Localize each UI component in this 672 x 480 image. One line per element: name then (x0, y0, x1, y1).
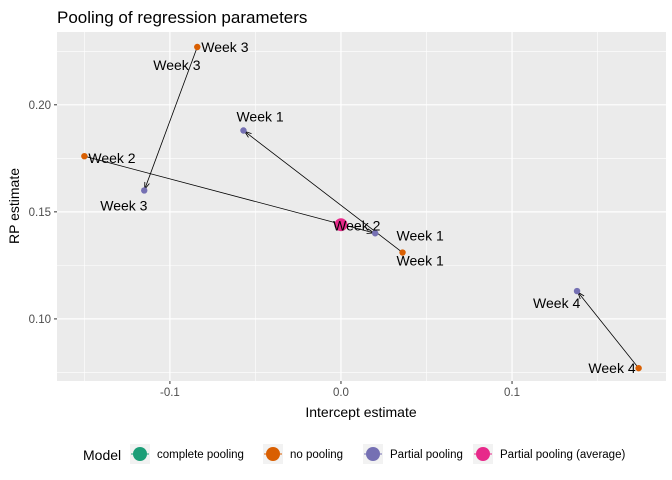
chart-title: Pooling of regression parameters (57, 8, 307, 27)
legend-swatch (366, 447, 380, 461)
point-label: Week 1 (397, 253, 444, 269)
x-tick-label: -0.1 (160, 387, 180, 399)
x-tick-label: 0.0 (333, 387, 349, 399)
legend-label: no pooling (290, 449, 343, 461)
pooling-arrows (84, 46, 639, 369)
point-label: Week 2 (333, 217, 380, 233)
y-axis-title: RP estimate (6, 168, 22, 244)
point-label: Week 1 (397, 228, 444, 244)
data-point (573, 287, 581, 295)
legend-swatch (133, 447, 147, 461)
point-label: Week 3 (153, 57, 200, 73)
legend-label: complete pooling (157, 449, 244, 461)
point-label: Week 4 (588, 360, 635, 376)
data-point (194, 43, 201, 51)
data-point (399, 249, 406, 256)
legend-swatch (476, 447, 490, 461)
x-axis-ticks: -0.1 0.0 0.1 (160, 381, 520, 399)
point-label: Week 2 (88, 150, 135, 166)
data-point (240, 127, 247, 134)
legend-label: Partial pooling (390, 449, 463, 461)
legend-label: Partial pooling (average) (500, 449, 625, 461)
y-tick-label: 0.10 (29, 314, 51, 326)
legend-swatch (266, 447, 280, 461)
point-label: Week 1 (236, 108, 283, 124)
plot-panel (57, 32, 666, 381)
legend: Model complete pooling no pooling Partial … (83, 444, 625, 464)
data-point (635, 364, 642, 372)
y-tick-label: 0.20 (29, 100, 51, 112)
y-tick-label: 0.15 (29, 207, 51, 219)
minor-gridlines (57, 32, 666, 381)
pooling-arrow (145, 46, 198, 189)
data-point (81, 152, 88, 160)
x-tick-label: 0.1 (504, 387, 520, 399)
data-points (81, 43, 642, 372)
pooling-arrow (578, 293, 639, 369)
x-axis-title: Intercept estimate (305, 404, 416, 420)
average-point (334, 218, 348, 232)
data-point (141, 187, 148, 194)
pooling-arrow (84, 155, 373, 233)
y-axis-ticks: 0.10 0.15 0.20 (29, 100, 57, 326)
legend-title: Model (83, 447, 121, 463)
point-label: Week 3 (100, 197, 147, 213)
point-label: Week 4 (533, 295, 580, 311)
point-label: Week 3 (201, 39, 248, 55)
data-point (371, 230, 379, 237)
major-gridlines (57, 32, 666, 381)
